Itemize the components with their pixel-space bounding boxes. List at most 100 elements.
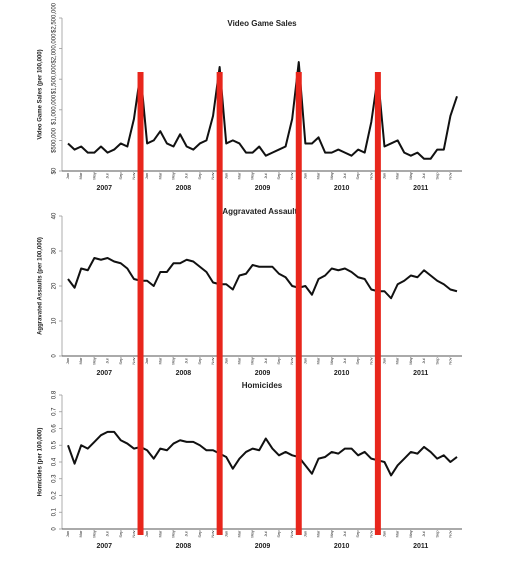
x-tick-label: May [329,357,334,365]
x-tick-label: May [408,357,413,365]
x-tick-label: Jul [421,358,426,363]
x-tick-label: Mar [236,357,241,365]
y-tick-label: 0.7 [52,407,58,416]
year-label: 2011 [413,185,428,192]
x-tick-label: Jul [342,173,347,178]
x-tick-label: Jul [184,531,189,536]
x-tick-label: May [408,530,413,538]
x-tick-label: Jan [223,531,228,537]
x-tick-label: Jul [105,358,110,363]
year-label: 2009 [255,543,271,550]
x-tick-label: Mar [157,357,162,365]
y-tick-label: 20 [52,282,58,289]
y-tick-label: $2,000,000 [52,33,58,64]
x-tick-label: May [91,172,96,180]
x-tick-label: Jul [263,173,268,178]
x-tick-label: Jan [302,531,307,537]
x-tick-label: Mar [78,530,83,538]
year-label: 2007 [96,543,112,550]
x-tick-label: Sep [197,530,202,538]
x-tick-label: Nov [447,357,452,364]
year-label: 2007 [96,185,112,192]
x-tick-label: Sep [197,172,202,180]
y-tick-label: 0.5 [52,440,58,449]
year-label: 2010 [334,185,350,192]
x-tick-label: Nov [131,172,136,179]
y-tick-label: 0.2 [52,491,58,500]
data-line [67,61,458,160]
y-tick-label: $1,000,000 [52,94,58,125]
x-tick-label: Nov [447,530,452,537]
x-tick-label: Nov [368,172,373,179]
chart-title: Aggravated Assaults [222,207,302,216]
x-tick-label: Sep [118,172,123,180]
x-tick-label: Sep [355,530,360,538]
x-tick-label: Jan [302,358,307,364]
x-tick-label: Nov [289,530,294,537]
x-tick-label: Sep [276,172,281,180]
x-tick-label: Jan [144,358,149,364]
x-tick-label: Nov [368,530,373,537]
x-tick-label: Mar [395,172,400,180]
x-tick-label: Jan [144,531,149,537]
x-tick-label: Jan [144,173,149,179]
x-tick-label: Jul [342,358,347,363]
x-tick-label: Sep [434,357,439,365]
x-tick-label: Jan [382,358,387,364]
x-tick-label: Mar [236,172,241,180]
x-tick-label: May [329,172,334,180]
year-label: 2009 [255,370,271,377]
x-tick-label: Jul [263,531,268,536]
x-tick-label: May [171,530,176,538]
year-label: 2010 [334,370,350,377]
x-tick-label: May [408,172,413,180]
y-tick-label: $0 [52,167,58,174]
year-label: 2008 [176,370,192,377]
y-axis-label: Aggravated Assaults (per 100,000) [38,237,44,335]
x-tick-label: May [250,530,255,538]
x-tick-label: Jul [105,173,110,178]
x-tick-label: Mar [395,357,400,365]
y-axis-label: Video Game Sales (per 100,000) [38,49,44,139]
x-tick-label: Jan [223,358,228,364]
y-tick-label: $500,000 [52,127,58,153]
x-tick-label: Mar [395,530,400,538]
year-label: 2008 [176,185,192,192]
data-line [67,257,458,300]
x-tick-label: Jul [105,531,110,536]
y-tick-label: $2,500,000 [52,2,58,33]
year-label: 2011 [413,543,428,550]
x-tick-label: Nov [131,530,136,537]
chart-title: Video Game Sales [227,19,297,28]
x-tick-label: Nov [447,172,452,179]
x-tick-label: Sep [355,172,360,180]
x-tick-label: Sep [434,172,439,180]
x-tick-label: Jul [263,358,268,363]
x-tick-label: May [329,530,334,538]
y-tick-label: 0.8 [52,390,58,399]
y-tick-label: 10 [52,317,58,324]
x-tick-label: Jan [65,358,70,364]
y-tick-label: $1,500,000 [52,64,58,95]
x-tick-label: May [171,172,176,180]
x-tick-label: Sep [434,530,439,538]
y-tick-label: 0.1 [52,507,58,516]
x-tick-label: Nov [210,172,215,179]
year-label: 2008 [176,543,192,550]
x-tick-label: Sep [355,357,360,365]
x-tick-label: Mar [78,172,83,180]
x-tick-label: Jan [65,173,70,179]
x-tick-label: May [250,172,255,180]
x-tick-label: Mar [316,357,321,365]
year-label: 2009 [255,185,271,192]
x-tick-label: May [91,357,96,365]
x-tick-label: Jan [382,531,387,537]
x-tick-label: Jul [184,173,189,178]
x-tick-label: Mar [157,172,162,180]
x-tick-label: Jan [382,173,387,179]
y-tick-label: 0 [52,527,58,531]
x-tick-label: Sep [118,530,123,538]
x-tick-label: Mar [236,530,241,538]
x-tick-label: Nov [131,357,136,364]
